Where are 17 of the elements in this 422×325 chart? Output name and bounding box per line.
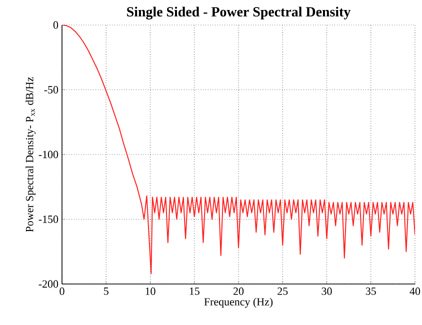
- x-tick-label: 15: [190, 288, 200, 295]
- y-tick-label: -100: [38, 150, 58, 158]
- x-tick-label: 40: [410, 288, 420, 295]
- y-tick-label: -50: [44, 86, 58, 94]
- x-tick-label: 5: [104, 288, 108, 295]
- y-tick-label: -150: [38, 216, 58, 223]
- y-tick-label: -200: [38, 280, 58, 288]
- x-tick-label: 20: [234, 288, 244, 295]
- x-tick-label: 10: [146, 288, 156, 295]
- x-tick-label: 25: [278, 288, 288, 295]
- x-tick-label: 30: [322, 288, 332, 295]
- chart-title: Single Sided - Power Spectral Density: [127, 6, 351, 20]
- y-axis-title: Power Spectral Density- P$_{xx}$ dB/Hz: [26, 77, 36, 232]
- x-tick-label: 0: [60, 288, 64, 295]
- x-axis-title: Frequency (Hz): [204, 298, 273, 308]
- y-tick-label: 0: [53, 21, 58, 29]
- x-tick-label: 35: [366, 288, 376, 295]
